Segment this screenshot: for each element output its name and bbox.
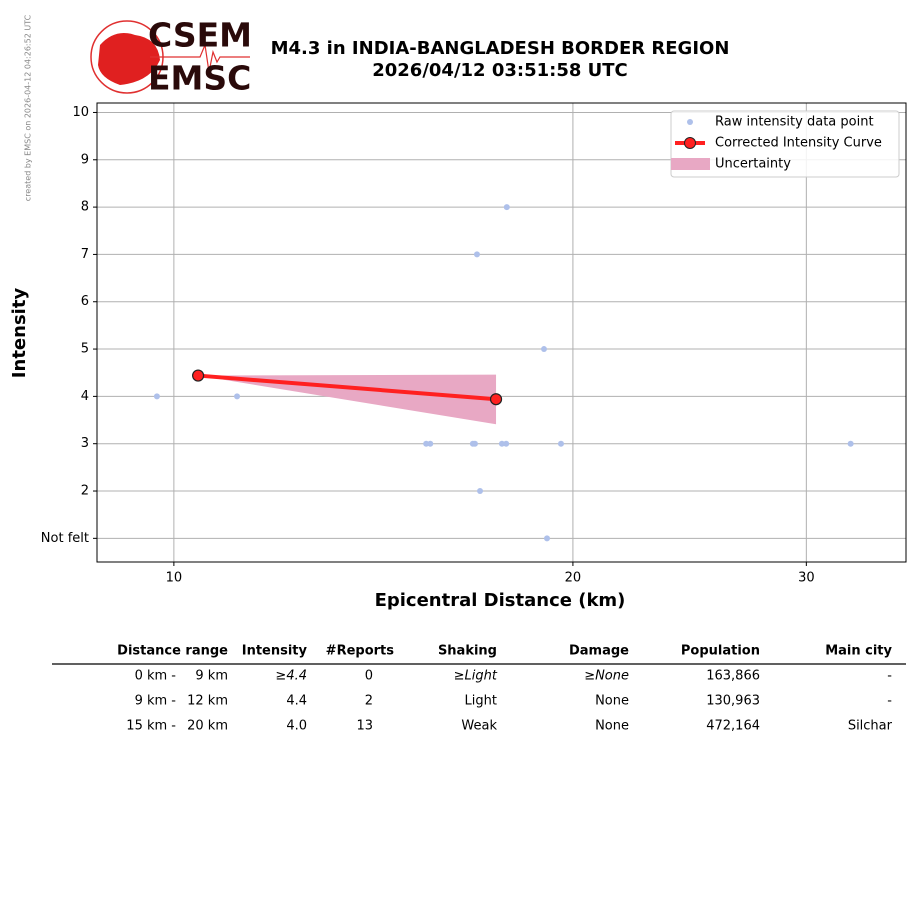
data-point <box>557 440 564 447</box>
y-tick-label: Not felt <box>41 531 89 546</box>
legend-label: Corrected Intensity Curve <box>715 136 882 151</box>
y-tick-label: 9 <box>81 152 89 167</box>
y-tick-label: 6 <box>81 294 89 309</box>
data-point <box>503 440 510 447</box>
data-point <box>427 440 434 447</box>
table-cell: 4.4 <box>286 694 307 709</box>
data-point <box>544 535 551 542</box>
table-cell: 20 km <box>187 719 228 734</box>
table-cell: ≥4.4 <box>275 669 307 684</box>
legend-symbol <box>671 158 710 170</box>
legend: Raw intensity data point Corrected Intens… <box>670 110 900 178</box>
data-point <box>153 393 160 400</box>
table-header: Main city <box>825 644 892 659</box>
data-point <box>540 346 547 353</box>
table-cell: 9 km - <box>135 694 177 709</box>
table-cell: - <box>887 694 892 709</box>
data-point <box>498 440 505 447</box>
chart-subtitle: 2026/04/12 03:51:58 UTC <box>372 60 628 81</box>
y-axis-title: Intensity <box>9 288 30 379</box>
x-tick-label: 10 <box>166 571 183 586</box>
x-tick-label: 30 <box>798 571 815 586</box>
table-cell: Silchar <box>848 719 893 734</box>
uncertainty-band <box>198 374 497 425</box>
legend-box <box>670 110 900 178</box>
legend-symbol <box>687 119 693 125</box>
curve-line <box>197 373 497 402</box>
y-tick-label: 3 <box>81 436 89 451</box>
legend-label: Raw intensity data point <box>715 115 874 130</box>
data-point <box>471 440 478 447</box>
table-cell: 12 km <box>187 694 228 709</box>
table-cell: 2 <box>365 694 373 709</box>
table-cell: 9 km <box>195 669 228 684</box>
x-tick-label: 20 <box>565 571 582 586</box>
y-tick-label: 10 <box>72 105 89 120</box>
logo: CSEM EMSC <box>90 16 252 98</box>
table-cell: - <box>887 669 892 684</box>
table-header: Distance range <box>117 644 228 659</box>
table-cell: 163,866 <box>706 669 760 684</box>
plot-frame <box>96 102 907 563</box>
table-cell: Weak <box>461 719 497 734</box>
table-header: Intensity <box>242 644 308 659</box>
table-cell: None <box>595 719 629 734</box>
y-tick-label: 8 <box>81 200 89 215</box>
legend-label: Uncertainty <box>715 157 791 172</box>
data-point <box>477 488 484 495</box>
curve-point <box>192 369 205 382</box>
y-tick-label: 2 <box>81 484 89 499</box>
logo-map <box>98 32 160 85</box>
table-header: Shaking <box>438 644 497 659</box>
table-cell: Light <box>465 694 497 709</box>
table-cell: 4.0 <box>286 719 307 734</box>
credit: created by EMSC on 2026-04-12 04:26:52 U… <box>24 14 33 201</box>
data-point <box>847 440 854 447</box>
data-point <box>473 251 480 258</box>
data-point <box>503 204 510 211</box>
y-tick-label: 5 <box>81 342 89 357</box>
table-header: Damage <box>569 644 629 659</box>
table-cell: ≥Light <box>454 669 498 684</box>
table-header: Population <box>681 644 760 659</box>
table-cell: 472,164 <box>706 719 760 734</box>
table-cell: 13 <box>356 719 373 734</box>
logo-text: CSEM <box>148 16 252 55</box>
table-cell: 0 <box>365 669 373 684</box>
y-tick-label: 7 <box>81 247 89 262</box>
table-cell: 15 km - <box>126 719 176 734</box>
table-cell: 130,963 <box>706 694 760 709</box>
data-point <box>234 393 241 400</box>
table-cell: ≥None <box>584 669 629 684</box>
y-tick-label: 4 <box>81 389 89 404</box>
x-axis-title: Epicentral Distance (km) <box>375 590 626 611</box>
logo-text: EMSC <box>148 59 251 98</box>
logo-wave <box>150 42 250 73</box>
chart-title: M4.3 in INDIA-BANGLADESH BORDER REGION <box>271 38 730 59</box>
table-header: #Reports <box>326 644 395 659</box>
table-cell: None <box>595 694 629 709</box>
legend-symbol <box>684 137 696 149</box>
curve-point <box>489 393 503 406</box>
table-cell: 0 km - <box>135 669 177 684</box>
